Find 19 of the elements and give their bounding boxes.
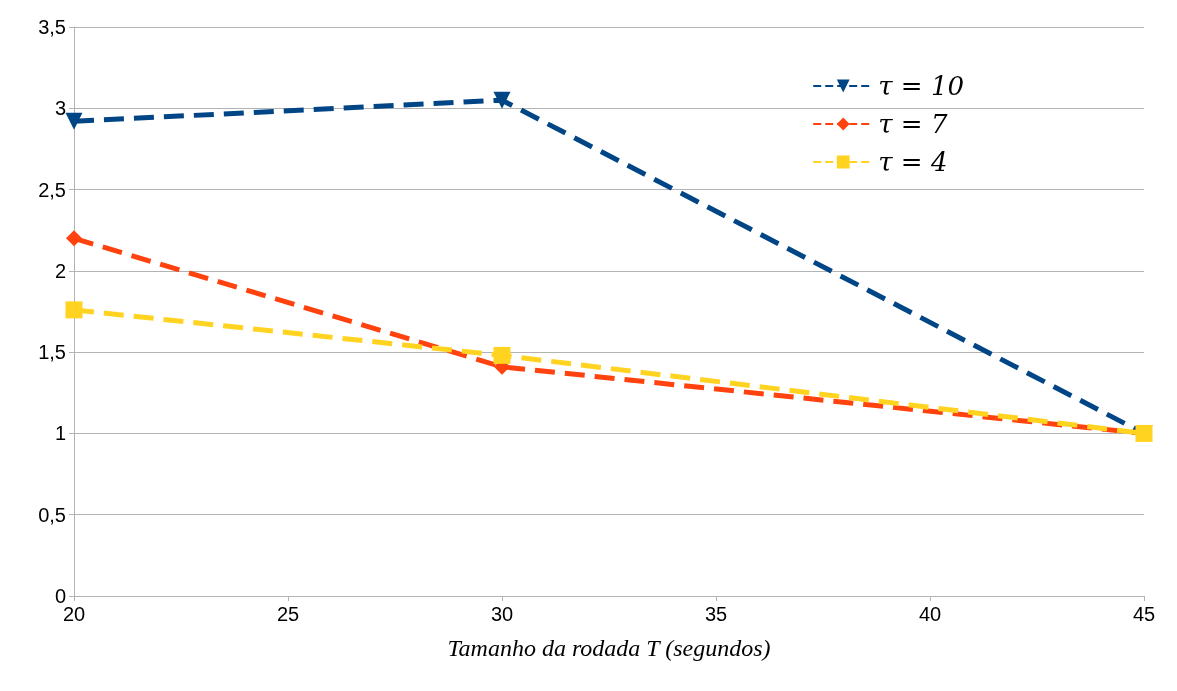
- point: [493, 346, 511, 364]
- y-tick-label: 1: [54, 422, 66, 445]
- point: [66, 230, 82, 247]
- y-tick-label: 2: [54, 259, 66, 282]
- x-axis-title: Tamanho da rodada T (segundos): [447, 635, 771, 661]
- point: [65, 301, 83, 319]
- legend-label: τ = 7: [878, 109, 948, 139]
- legend-label: τ = 4: [878, 147, 948, 177]
- x-tick-label: 35: [704, 603, 728, 625]
- y-tick-label: 1,5: [38, 341, 66, 364]
- y-tick-label: 3: [54, 97, 66, 120]
- x-tick-label: 25: [276, 603, 300, 625]
- y-tick-label: 0,5: [38, 503, 66, 526]
- x-tick-label: 45: [1132, 603, 1156, 625]
- legend-label: τ = 10: [878, 71, 965, 101]
- y-tick-label: 3,5: [38, 16, 66, 38]
- x-tick-label: 30: [490, 603, 514, 625]
- x-tick-label: 40: [918, 603, 942, 625]
- y-tick-label: 2,5: [38, 178, 66, 201]
